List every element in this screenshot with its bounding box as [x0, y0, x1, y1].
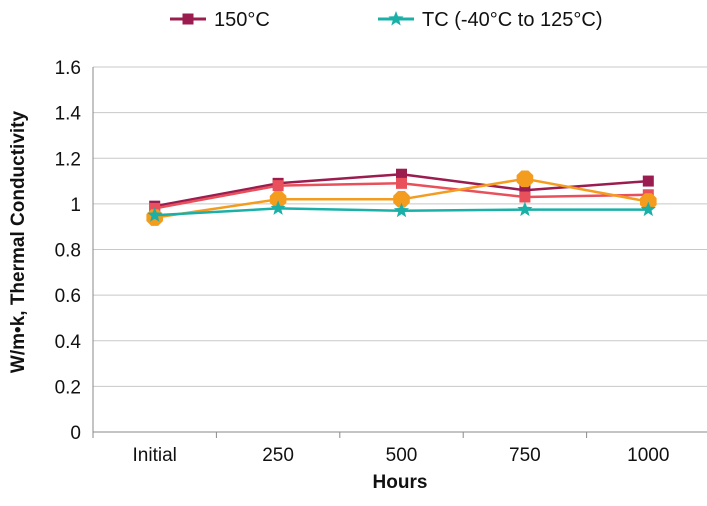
- legend-item: 150°C: [170, 9, 270, 31]
- data-point: [642, 175, 654, 187]
- legend-swatch-marker: [182, 13, 194, 25]
- y-tick-label: 0.4: [55, 332, 82, 353]
- legend: 150°C TC (-40°C to 125°C): [170, 9, 603, 31]
- y-tick-label: 1: [70, 195, 81, 216]
- y-tick-label: 0.2: [55, 377, 81, 398]
- y-tick-label: 1.4: [55, 104, 82, 125]
- data-point: [147, 207, 163, 222]
- y-axis-title: W/m•k, Thermal Conductivity: [8, 111, 29, 374]
- y-tick-label: 1.2: [55, 149, 81, 170]
- series-3: [147, 200, 656, 222]
- x-tick-label: 250: [262, 445, 294, 466]
- gridlines: [93, 66, 707, 387]
- data-point: [396, 177, 407, 189]
- y-tick-label: 1.6: [55, 58, 81, 79]
- data-point: [517, 201, 533, 217]
- data-point: [640, 201, 656, 217]
- legend-label: TC (-40°C to 125°C): [422, 9, 603, 31]
- data-point: [272, 180, 284, 192]
- data-point: [393, 191, 410, 208]
- x-axis-title: Hours: [373, 472, 428, 493]
- y-tick-label: 0: [70, 423, 81, 444]
- data-point: [270, 200, 286, 215]
- data-point: [519, 184, 531, 196]
- legend-item: TC (-40°C to 125°C): [378, 9, 603, 31]
- data-point: [519, 191, 531, 203]
- x-tick-label: Initial: [133, 445, 177, 466]
- legend-swatch-marker: [388, 11, 404, 26]
- data-point: [269, 191, 287, 208]
- legend-label: 150°C: [214, 9, 270, 31]
- data-point: [516, 170, 534, 188]
- x-tick-label: 750: [509, 445, 541, 466]
- axes: 0 0.2 0.4 0.6 0.8 1 1.2 1.4 1.6 Initial 250 500 750 1…: [55, 58, 707, 466]
- y-tick-label: 0.8: [55, 241, 81, 262]
- data-point: [396, 168, 407, 180]
- data-point: [393, 202, 410, 218]
- y-tick-label: 0.6: [55, 286, 81, 307]
- x-tick-label: 1000: [627, 445, 669, 466]
- series-lines: [146, 168, 657, 226]
- x-tick-label: 500: [386, 445, 418, 466]
